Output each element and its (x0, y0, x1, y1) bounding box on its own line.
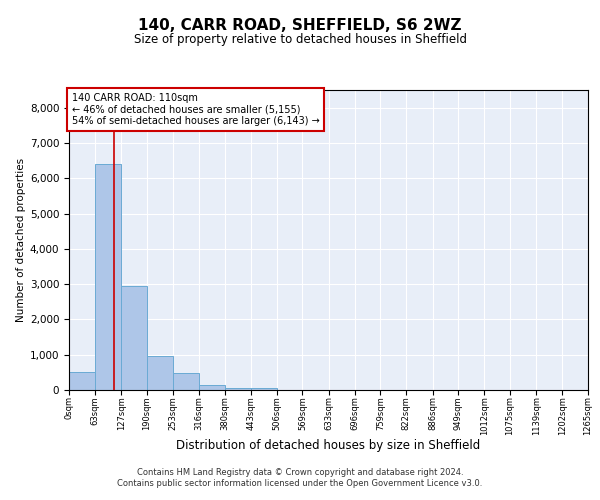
Bar (69, 372, 95, 390)
Bar (199, 384, 225, 390)
Bar (173, 373, 199, 390)
Bar (251, 388, 277, 390)
Bar (95, 164, 121, 390)
Bar (121, 286, 147, 390)
Bar (147, 356, 173, 390)
X-axis label: Distribution of detached houses by size in Sheffield: Distribution of detached houses by size … (176, 440, 481, 452)
Text: Contains HM Land Registry data © Crown copyright and database right 2024.
Contai: Contains HM Land Registry data © Crown c… (118, 468, 482, 487)
Y-axis label: Number of detached properties: Number of detached properties (16, 158, 26, 322)
Text: Size of property relative to detached houses in Sheffield: Size of property relative to detached ho… (133, 32, 467, 46)
Text: 140, CARR ROAD, SHEFFIELD, S6 2WZ: 140, CARR ROAD, SHEFFIELD, S6 2WZ (138, 18, 462, 32)
Text: 140 CARR ROAD: 110sqm
← 46% of detached houses are smaller (5,155)
54% of semi-d: 140 CARR ROAD: 110sqm ← 46% of detached … (71, 93, 319, 126)
Bar (225, 388, 251, 390)
